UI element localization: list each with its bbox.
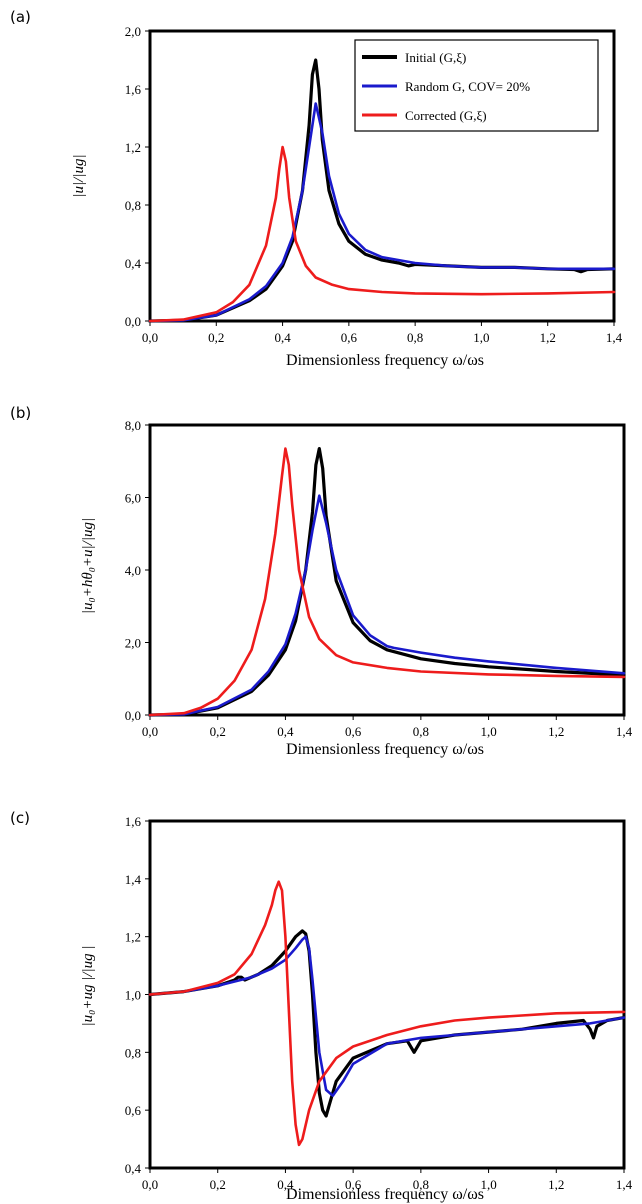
- x-tick-label: 0,8: [407, 330, 423, 345]
- y-tick-label: 0,6: [125, 1103, 142, 1118]
- panel-label-b: (b): [10, 404, 31, 422]
- y-axis-label-c: |u₀+ug |/|ug |: [80, 946, 96, 1027]
- y-tick-label: 2,0: [125, 24, 141, 39]
- panel-label-c: (c): [10, 809, 30, 827]
- x-tick-label: 0,2: [210, 1177, 226, 1192]
- y-tick-label: 1,0: [125, 988, 141, 1003]
- x-axis-label-c: Dimensionless frequency ω/ωs: [286, 1186, 484, 1203]
- x-tick-label: 1,4: [606, 330, 623, 345]
- x-tick-label: 0,6: [345, 724, 362, 739]
- y-tick-label: 8,0: [125, 418, 141, 433]
- x-axis-label-a: Dimensionless frequency ω/ωs: [286, 352, 484, 369]
- series-line-initial: [148, 447, 626, 717]
- x-tick-label: 0,4: [277, 1177, 294, 1192]
- y-tick-label: 4,0: [125, 563, 141, 578]
- y-tick-label: 1,2: [125, 930, 141, 945]
- x-tick-label: 1,4: [616, 1177, 633, 1192]
- chart-a: 0,0 0,2 0,4 0,6 0,8 1,0 1,2 1,4 0,0 0,4 0,8 1,2 1,6 2…: [125, 24, 623, 345]
- legend: Initial (G,ξ) Random G, COV= 20% Correct…: [354, 39, 599, 132]
- x-tick-label: 0,2: [208, 330, 224, 345]
- x-tick-label: 1,2: [548, 724, 564, 739]
- x-tick-label: 0,8: [413, 1177, 429, 1192]
- x-tick-label: 0,6: [341, 330, 358, 345]
- y-tick-label: 0,4: [125, 256, 142, 271]
- plot-frame: [148, 29, 616, 323]
- y-tick-label: 1,2: [125, 140, 141, 155]
- y-tick-label: 0,0: [125, 314, 141, 329]
- legend-label-initial: Initial (G,ξ): [405, 50, 466, 65]
- panel-c: (c) 0,0 0,2 0,4 0,6 0,8 1,0 1,2 1,4 0,4 0,6 0,8 1,0…: [10, 809, 633, 1203]
- x-tick-label: 1,0: [480, 1177, 496, 1192]
- y-tick-label: 0,8: [125, 1045, 141, 1060]
- y-axis-label-a: |u|/|ug|: [71, 154, 87, 197]
- y-tick-label: 1,6: [125, 82, 142, 97]
- x-tick-label: 0,4: [274, 330, 291, 345]
- panel-b: (b) 0,0 0,2 0,4 0,6 0,8 1,0 1,2 1,4 0,0 2,0 4,0 6,0…: [10, 404, 633, 758]
- x-tick-label: 1,2: [540, 330, 556, 345]
- series-line-random: [148, 494, 626, 717]
- x-tick-label: 0,0: [142, 330, 158, 345]
- chart-b: 0,0 0,2 0,4 0,6 0,8 1,0 1,2 1,4 0,0 2,0 4,0 6,0 8,0: [125, 418, 633, 739]
- y-tick-label: 1,4: [125, 872, 142, 887]
- x-tick-label: 0,0: [142, 724, 158, 739]
- x-tick-label: 0,2: [210, 724, 226, 739]
- panel-label-a: (a): [10, 8, 31, 26]
- y-tick-label: 0,0: [125, 708, 141, 723]
- y-tick-label: 0,4: [125, 1161, 142, 1176]
- x-tick-label: 0,8: [413, 724, 429, 739]
- x-tick-label: 0,0: [142, 1177, 158, 1192]
- x-tick-label: 1,0: [473, 330, 489, 345]
- series-line-corrected: [148, 447, 626, 717]
- plot-frame: [148, 819, 626, 1170]
- panel-a: (a) 0,0 0,2 0,4 0,6 0,8 1,0 1,2 1,4 0,0 0,4 0,8 1,2…: [10, 8, 623, 369]
- y-tick-label: 1,6: [125, 814, 142, 829]
- y-tick-label: 0,8: [125, 198, 141, 213]
- x-axis-label-b: Dimensionless frequency ω/ωs: [286, 741, 484, 758]
- series-line-random: [148, 102, 616, 323]
- chart-c: 0,0 0,2 0,4 0,6 0,8 1,0 1,2 1,4 0,4 0,6 0,8 1,0 1,2 1…: [125, 814, 633, 1192]
- series-line-corrected: [148, 880, 626, 1147]
- series-line-random: [148, 935, 626, 1097]
- x-tick-label: 0,4: [277, 724, 294, 739]
- legend-label-random: Random G, COV= 20%: [405, 79, 530, 94]
- y-tick-label: 6,0: [125, 491, 141, 506]
- series-line-initial: [148, 929, 626, 1118]
- x-tick-label: 1,4: [616, 724, 633, 739]
- x-tick-label: 1,0: [480, 724, 496, 739]
- x-tick-label: 0,6: [345, 1177, 362, 1192]
- legend-label-corrected: Corrected (G,ξ): [405, 108, 487, 123]
- x-tick-label: 1,2: [548, 1177, 564, 1192]
- y-tick-label: 2,0: [125, 636, 141, 651]
- series-line-corrected: [148, 145, 616, 323]
- y-axis-label-b: |u₀+hθ₀+u|/|ug|: [80, 518, 96, 614]
